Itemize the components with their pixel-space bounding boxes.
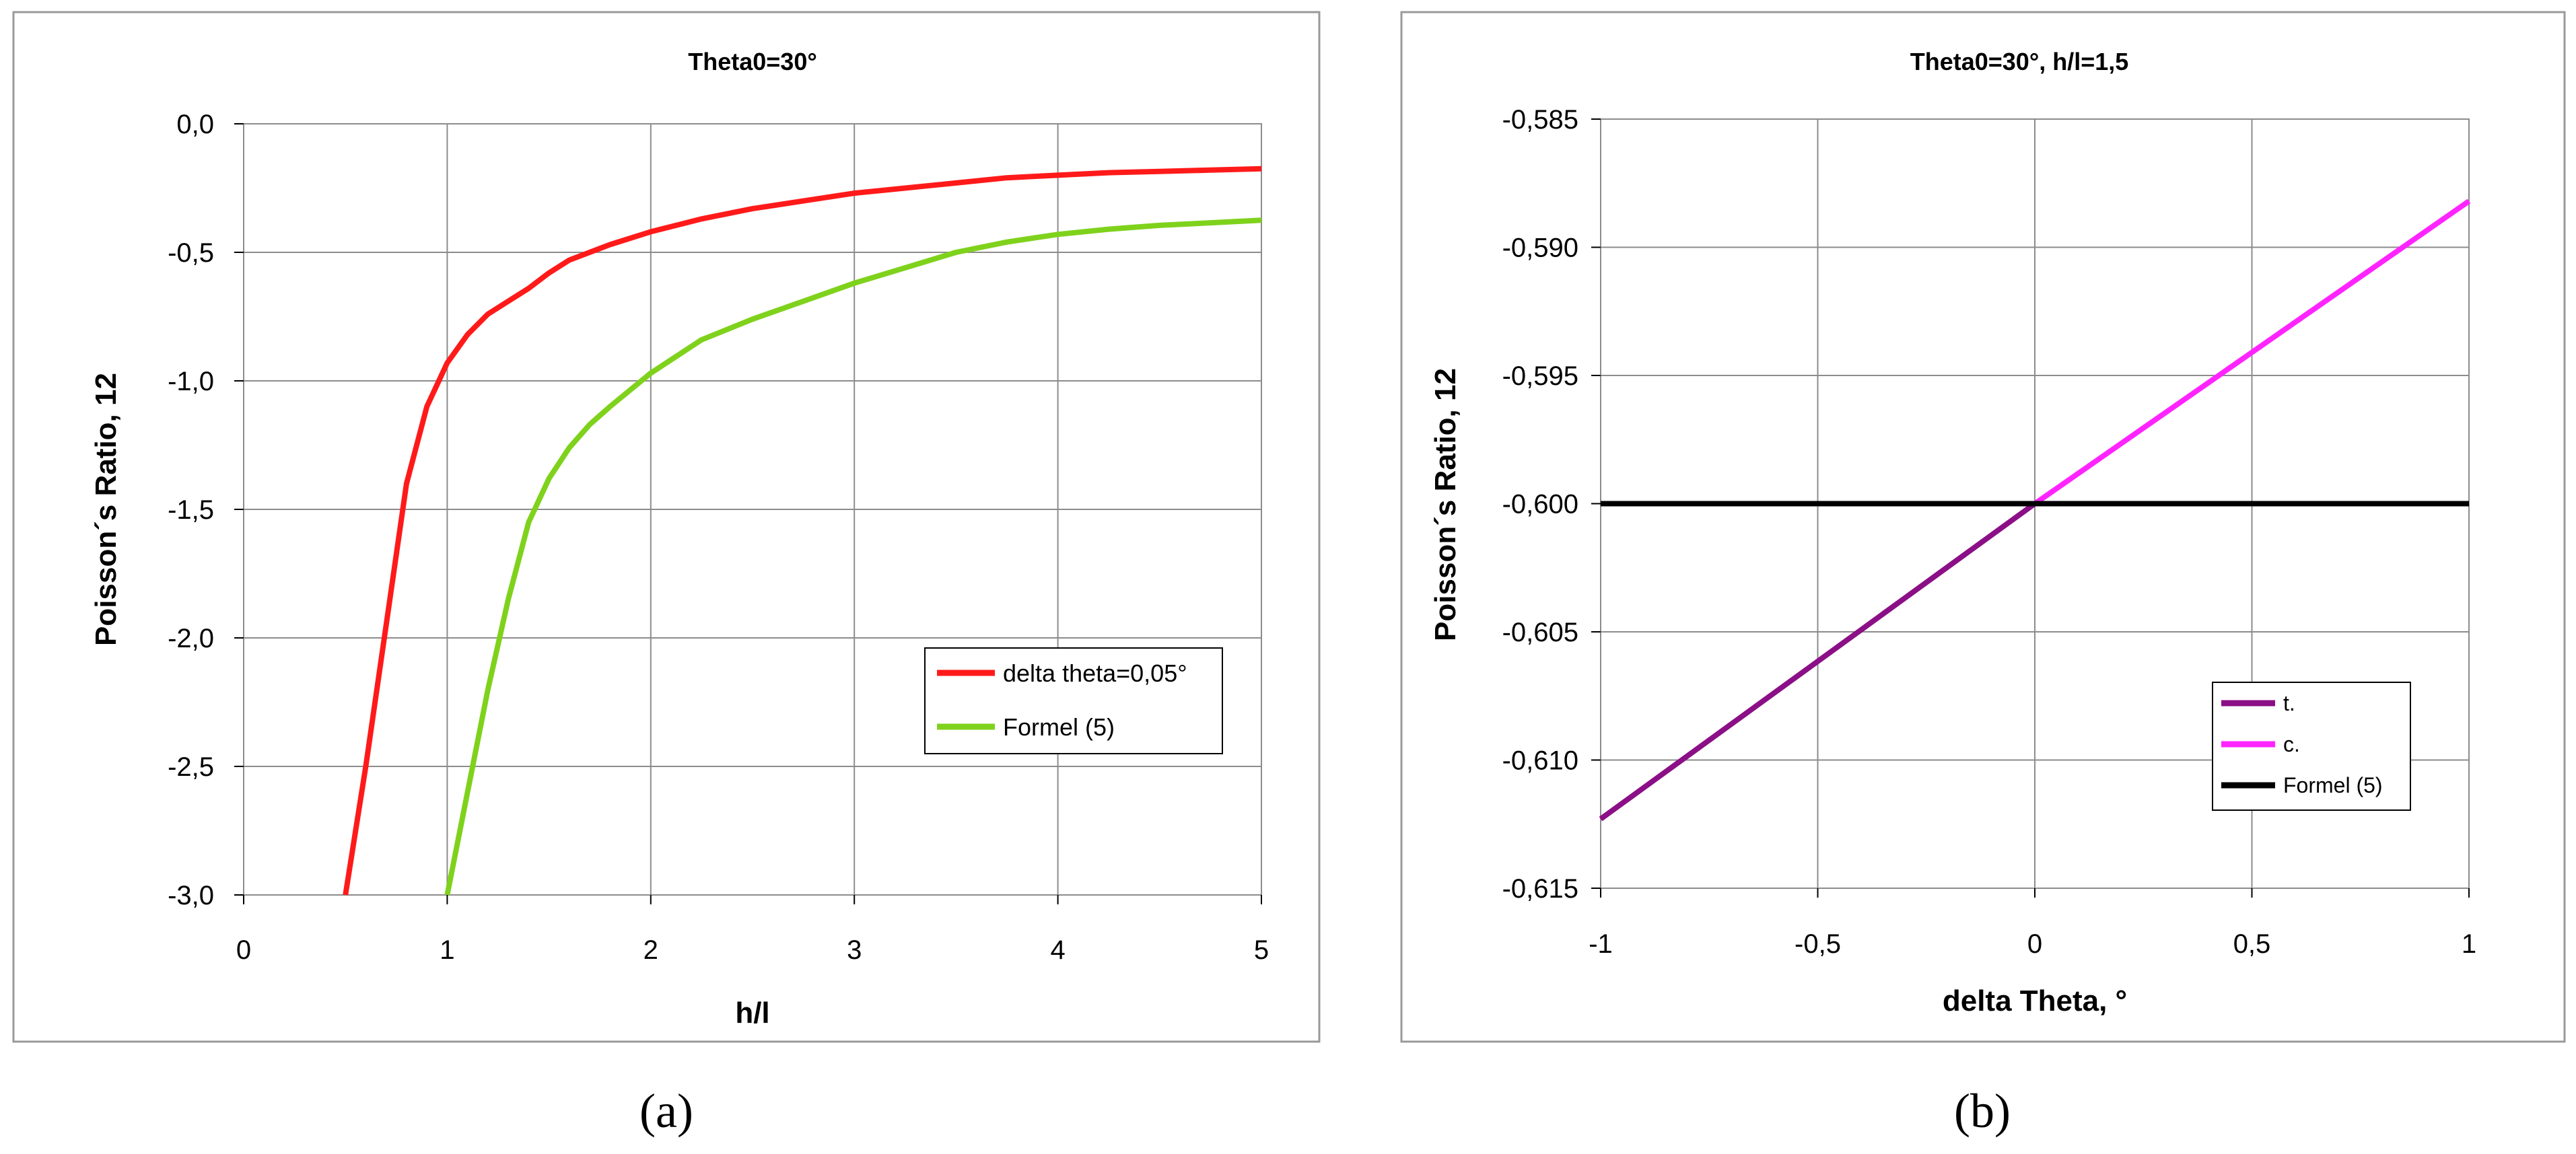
x-tick-label: 3 (847, 935, 862, 965)
x-tick-label: 0,5 (2233, 929, 2271, 959)
x-tick-label: -1 (1589, 929, 1613, 959)
panel-b-legend: t. c. Formel (5) (2212, 682, 2411, 811)
y-tick-label: -0,610 (1502, 746, 1578, 776)
x-tick-label: 4 (1050, 935, 1065, 965)
panel-a-label: (a) (639, 1084, 693, 1138)
y-tick-label: -0,590 (1502, 233, 1578, 263)
series-line-1 (2033, 199, 2471, 506)
x-tick-label: 1 (2462, 929, 2476, 959)
panel-a-legend-box (924, 647, 1223, 754)
panel-a-chart: 0,0 -0,5 -1,0 -1,5 -2,0 -2,5 -3,0 0 1 2 3 4 5 Theta… (12, 11, 1321, 1043)
y-tick-label: -1,5 (168, 495, 214, 525)
y-tick-label: -2,5 (168, 752, 214, 782)
x-tick-label: -0,5 (1795, 929, 1841, 959)
y-tick-label: -0,605 (1502, 618, 1578, 647)
x-tick-label: 0 (2027, 929, 2042, 959)
panel-a-legend-label-0: delta theta=0,05° (1003, 659, 1187, 687)
panel-b-series-layer (1599, 199, 2471, 822)
y-tick-label: -2,0 (168, 624, 214, 653)
panel-b-y-axis-label: Poisson´s Ratio, 12 (1429, 368, 1462, 641)
y-tick-label: -0,5 (168, 238, 214, 268)
panel-a-y-ticks: 0,0 -0,5 -1,0 -1,5 -2,0 -2,5 -3,0 (168, 110, 244, 910)
panel-a-legend: delta theta=0,05° Formel (5) (924, 647, 1223, 754)
panel-a-series-layer (343, 166, 1262, 896)
panel-b-chart: -0,585 -0,590 -0,595 -0,600 -0,605 -0,610 -0,6… (1400, 11, 2566, 1043)
panel-a-y-axis-label: Poisson´s Ratio, 12 (90, 373, 123, 646)
series-line-1 (444, 217, 1262, 896)
x-tick-label: 0 (236, 935, 251, 965)
panel-b-label: (b) (1954, 1084, 2011, 1138)
panel-b-title: Theta0=30°, h/l=1,5 (1910, 48, 2129, 75)
panel-b-legend-label-2: Formel (5) (2283, 773, 2383, 797)
y-tick-label: -1,0 (168, 367, 214, 396)
panel-a-x-axis-label: h/l (735, 997, 769, 1030)
x-tick-label: 2 (643, 935, 658, 965)
panel-a-legend-label-1: Formel (5) (1003, 713, 1115, 741)
x-tick-label: 5 (1254, 935, 1269, 965)
panel-b-x-ticks: -1 -0,5 0 0,5 1 (1589, 888, 2476, 959)
panel-b-legend-label-1: c. (2283, 732, 2300, 756)
series-line-0 (343, 166, 1262, 896)
panel-b-y-ticks: -0,585 -0,590 -0,595 -0,600 -0,605 -0,610 -0,6… (1502, 105, 1601, 904)
panel-a-title: Theta0=30° (688, 48, 817, 75)
panel-a-x-ticks: 0 1 2 3 4 5 (236, 895, 1269, 965)
y-tick-label: 0,0 (176, 110, 214, 139)
panel-a-grid (243, 123, 1262, 896)
y-tick-label: -0,615 (1502, 874, 1578, 904)
panel-b-x-axis-label: delta Theta, ° (1943, 984, 2127, 1017)
y-tick-label: -3,0 (168, 881, 214, 910)
panel-b-legend-label-0: t. (2283, 691, 2295, 715)
x-tick-label: 1 (440, 935, 454, 965)
series-line-0 (1599, 501, 2037, 822)
y-tick-label: -0,585 (1502, 105, 1578, 135)
y-tick-label: -0,595 (1502, 361, 1578, 391)
y-tick-label: -0,600 (1502, 490, 1578, 519)
